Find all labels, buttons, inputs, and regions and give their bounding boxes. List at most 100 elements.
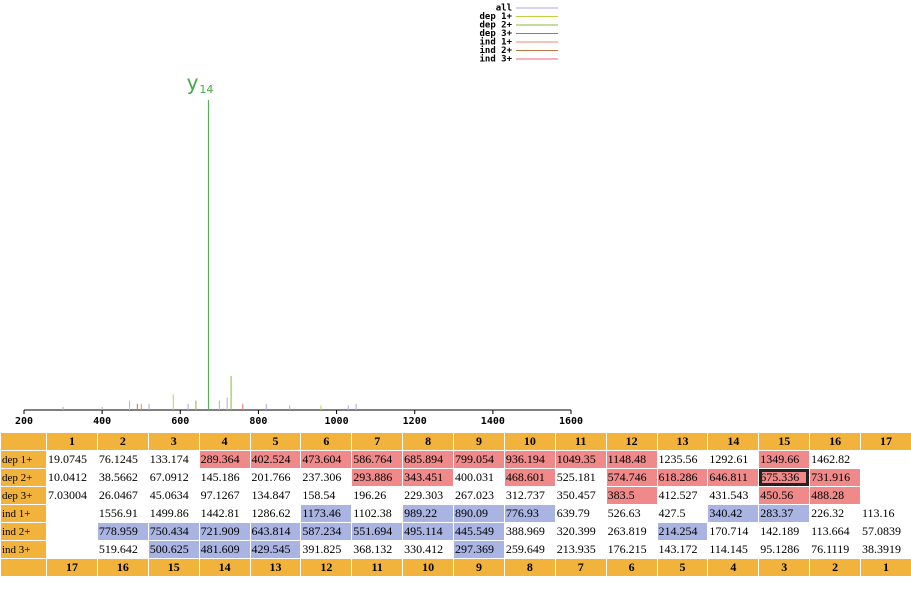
footer-cell: 5: [657, 559, 708, 576]
footer-cell: 7: [555, 559, 606, 576]
mass-cell: 76.1245: [98, 452, 138, 466]
mass-cell: 1286.62: [251, 506, 291, 520]
mass-cell: 1292.61: [709, 452, 749, 466]
header-cell: 15: [759, 433, 810, 450]
x-tick-label: 1200: [403, 416, 427, 427]
mass-cell: 158.54: [302, 488, 336, 502]
header-cell: 8: [403, 433, 453, 450]
footer-cell: 6: [606, 559, 657, 576]
mass-cell: 214.254: [657, 523, 708, 540]
mass-cell: [861, 469, 911, 486]
header-cell: 2: [97, 433, 148, 450]
mass-cell: 1462.82: [811, 452, 851, 466]
mass-cell: 113.664: [811, 524, 850, 538]
legend-label: ind 1+: [479, 37, 512, 48]
mass-cell: 1173.46: [301, 505, 352, 522]
ion-row: dep 1+ 19.0745 76.1245 133.174 289.364 402.52…: [1, 451, 911, 468]
row-label: dep 2+: [1, 469, 46, 486]
legend-label: ind 3+: [479, 54, 512, 65]
mass-cell: [47, 505, 97, 522]
mass-cell: 721.909: [199, 523, 250, 540]
mass-cell: 7.03004: [48, 488, 87, 502]
mass-cell: 1102.38: [353, 506, 392, 520]
mass-cell: 176.215: [607, 542, 647, 556]
mass-cell: 468.601: [504, 469, 555, 486]
header-cell: 9: [454, 433, 504, 450]
mass-cell: 778.959: [97, 523, 148, 540]
mass-cell: 586.764: [352, 451, 403, 468]
mass-cell: 320.399: [556, 524, 596, 538]
ion-row: dep 2+ 10.0412 38.5662 67.0912 145.186 201.76…: [1, 469, 911, 486]
mass-cell: 402.524: [250, 451, 301, 468]
mass-cell: 293.886: [352, 469, 403, 486]
footer-cell: 9: [454, 559, 504, 576]
legend-label: all: [496, 4, 512, 14]
mass-cell: 259.649: [505, 542, 545, 556]
mass-cell: 890.09: [454, 505, 504, 522]
mass-cell: 989.22: [403, 505, 453, 522]
footer-cell: 10: [403, 559, 453, 576]
mass-cell: 519.642: [98, 542, 138, 556]
mass-cell: 145.186: [200, 470, 240, 484]
legend-label: dep 2+: [479, 21, 512, 31]
legend-label: dep 1+: [479, 12, 512, 22]
x-tick-label: 1600: [559, 416, 583, 427]
mass-cell: 1148.48: [606, 451, 657, 468]
ion-label: y: [187, 71, 199, 95]
mass-cell: 289.364: [199, 451, 250, 468]
mass-cell: [47, 523, 97, 540]
mass-cell: 143.172: [658, 542, 698, 556]
mass-cell: 26.0467: [98, 488, 138, 502]
mass-cell: 134.847: [251, 488, 291, 502]
mass-cell: 133.174: [149, 452, 189, 466]
ion-row: ind 2+ 778.959 750.434 721.909 643.814 587.23…: [1, 523, 911, 540]
mass-cell: 495.114: [403, 523, 453, 540]
ion-row: ind 1+ 1556.91 1499.86 1442.81 1286.62 1173.4…: [1, 505, 911, 522]
mass-cell: [47, 541, 97, 558]
mass-cell: 776.93: [504, 505, 555, 522]
mass-cell: 685.894: [403, 451, 453, 468]
mass-cell: 45.0634: [149, 488, 189, 502]
header-cell: 16: [810, 433, 860, 450]
mass-cell: 19.0745: [48, 452, 87, 466]
mass-cell: 500.625: [148, 541, 199, 558]
mass-cell: 473.604: [301, 451, 352, 468]
fragment-table: 1 2 3 4 5 6 7 8 9 10 11 12 13 14 15 16 17 dep 1+ 19.0745 76…: [0, 432, 911, 577]
row-label: ind 2+: [1, 523, 46, 540]
x-tick-label: 400: [93, 416, 111, 427]
legend-label: dep 3+: [479, 29, 512, 39]
mass-cell: 226.32: [811, 506, 845, 520]
mass-cell: 587.234: [301, 523, 352, 540]
row-label: ind 3+: [1, 541, 46, 558]
corner-cell: [1, 559, 46, 576]
footer-cell: 14: [199, 559, 250, 576]
mass-cell: 1442.81: [200, 506, 240, 520]
x-tick-label: 1400: [481, 416, 505, 427]
header-cell: 13: [657, 433, 708, 450]
mass-cell: 1349.66: [759, 451, 810, 468]
mass-cell: 574.746: [606, 469, 657, 486]
mass-cell: 312.737: [505, 488, 545, 502]
mass-cell: 213.935: [556, 542, 596, 556]
mass-cell: 1556.91: [98, 506, 138, 520]
mass-cell: 646.811: [708, 469, 759, 486]
footer-cell: 8: [504, 559, 555, 576]
mass-cell: [861, 487, 911, 504]
mass-cell: 170.714: [709, 524, 749, 538]
mass-cell: [861, 451, 911, 468]
header-cell: 14: [708, 433, 759, 450]
header-row: 1 2 3 4 5 6 7 8 9 10 11 12 13 14 15 16 17: [1, 433, 911, 450]
mass-cell: 330.412: [404, 542, 444, 556]
mass-cell: 675.336: [759, 469, 810, 486]
mass-cell: 412.527: [658, 488, 698, 502]
mass-cell: 643.814: [250, 523, 301, 540]
x-tick-label: 200: [15, 416, 33, 427]
mass-cell: 350.457: [556, 488, 596, 502]
mass-cell: 936.194: [504, 451, 555, 468]
mass-cell: 113.16: [862, 506, 895, 520]
mass-cell: 1049.35: [555, 451, 606, 468]
mass-cell: 450.56: [759, 487, 810, 504]
mass-cell: 388.969: [505, 524, 545, 538]
mass-cell: 142.189: [760, 524, 800, 538]
